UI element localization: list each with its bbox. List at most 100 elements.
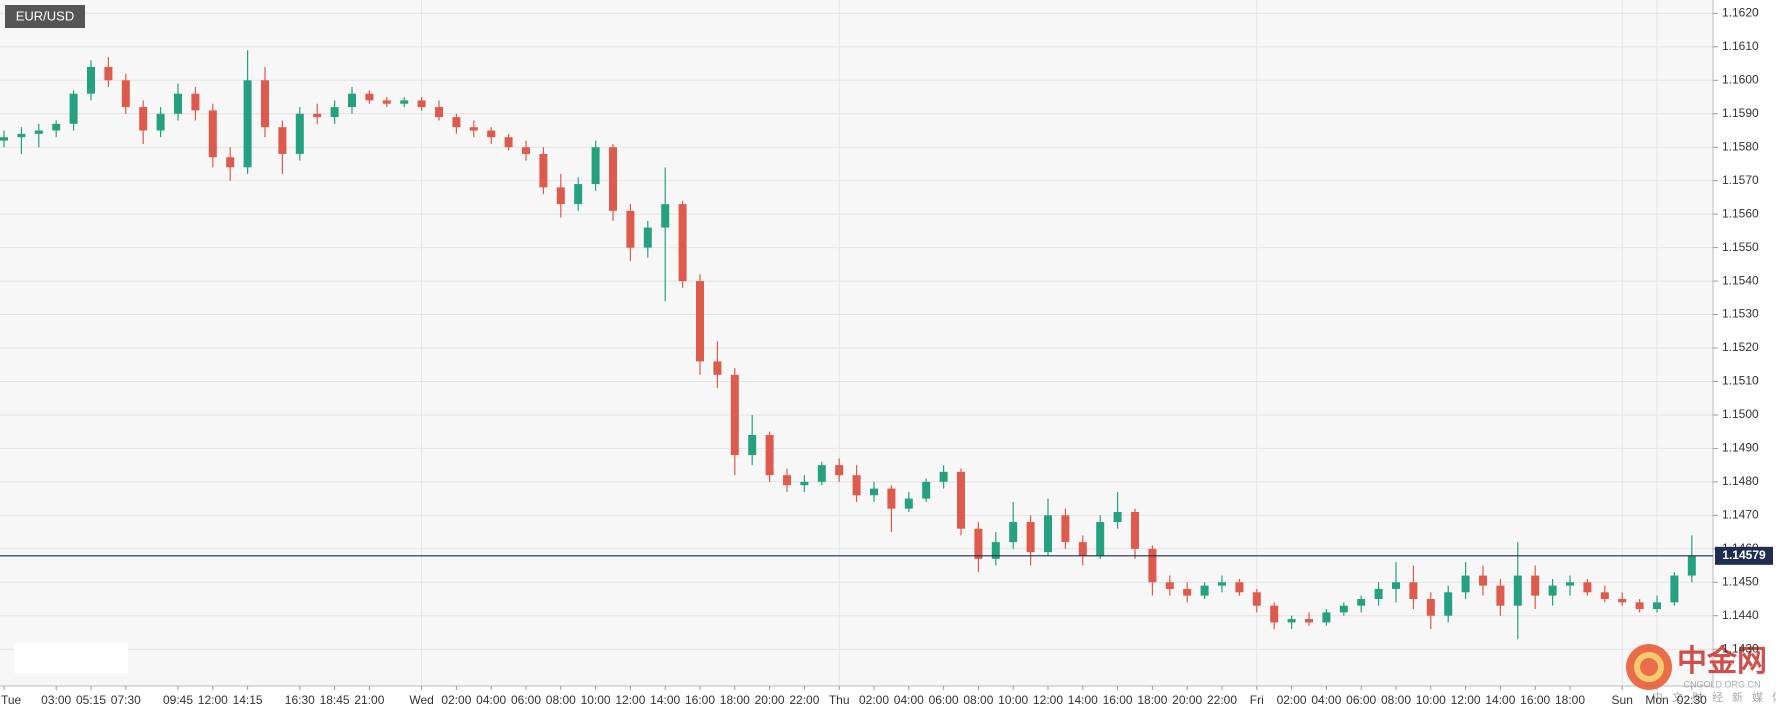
x-tick-label: 14:15 xyxy=(233,693,263,707)
y-tick-label: 1.1550 xyxy=(1722,240,1759,254)
y-tick-label: 1.1490 xyxy=(1722,441,1759,455)
watermark-domain: CNGOLD.ORG.CN xyxy=(1683,679,1760,689)
y-tick-label: 1.1620 xyxy=(1722,6,1759,20)
logo-ring xyxy=(1634,652,1664,682)
candle-body xyxy=(1409,582,1418,599)
x-tick-label: 18:00 xyxy=(720,693,750,707)
candle-body xyxy=(539,153,548,188)
x-tick-label: 06:00 xyxy=(511,693,541,707)
candle-body xyxy=(1392,582,1400,589)
candle-body xyxy=(887,488,896,509)
x-tick-label: 12:00 xyxy=(198,693,228,707)
candle-body xyxy=(1583,582,1592,593)
candle-body xyxy=(800,481,809,486)
candles xyxy=(0,50,1696,640)
x-tick-label: 02:00 xyxy=(441,693,471,707)
x-tick-label: 04:00 xyxy=(894,693,924,707)
candle-body xyxy=(313,113,322,118)
candle-body xyxy=(278,127,287,154)
candle-body xyxy=(1479,575,1487,586)
x-tick-label: Thu xyxy=(829,693,850,707)
candle-body xyxy=(0,137,8,141)
x-tick-label: 18:45 xyxy=(320,693,350,707)
candle-body xyxy=(104,66,113,81)
candle-body xyxy=(1165,582,1174,589)
x-tick-label: 03:00 xyxy=(41,693,71,707)
candle-body xyxy=(348,93,356,108)
candle-body xyxy=(261,80,269,128)
y-tick-label: 1.1510 xyxy=(1722,374,1759,388)
candle-body xyxy=(1322,612,1331,623)
candle-body xyxy=(174,93,182,114)
y-tick-label: 1.1610 xyxy=(1722,39,1759,53)
x-tick-label: 04:00 xyxy=(476,693,506,707)
x-tick-label: 16:00 xyxy=(685,693,715,707)
y-tick-label: 1.1450 xyxy=(1722,574,1759,588)
x-tick-label: 10:00 xyxy=(1416,693,1446,707)
candle-body xyxy=(1113,511,1122,523)
x-tick-label: 08:00 xyxy=(546,693,576,707)
y-tick-label: 1.1470 xyxy=(1722,508,1759,522)
candle-body xyxy=(1426,598,1435,616)
x-tick-label: 05:15 xyxy=(76,693,106,707)
watermark: 中金网 CNGOLD.ORG.CN 中文财经新媒体 xyxy=(1626,644,1776,704)
grid xyxy=(0,0,1713,686)
x-tick-label: 02:00 xyxy=(1277,693,1307,707)
candle-body xyxy=(139,107,148,131)
x-tick-label: 22:00 xyxy=(789,693,819,707)
candle-body xyxy=(1548,585,1557,596)
candle-body xyxy=(522,147,530,154)
candle-body xyxy=(1183,588,1192,596)
candle-body xyxy=(330,107,339,118)
candle-body xyxy=(1305,619,1313,623)
last-price-badge xyxy=(1715,546,1773,565)
candle-body xyxy=(435,107,443,118)
candle-body xyxy=(487,130,496,138)
candle-body xyxy=(1061,515,1070,543)
candle-body xyxy=(939,471,948,482)
candle-body xyxy=(609,147,617,211)
candle-body xyxy=(835,465,844,476)
candle-body xyxy=(1287,619,1296,623)
x-tick-label: 21:00 xyxy=(354,693,384,707)
candle-body xyxy=(1096,522,1105,556)
candle-body xyxy=(556,187,565,205)
candle-body xyxy=(591,147,600,185)
candle-body xyxy=(817,465,826,482)
x-tick-label: Wed xyxy=(409,693,433,707)
x-tick-label: 20:00 xyxy=(1172,693,1202,707)
x-tick-label: 18:00 xyxy=(1555,693,1585,707)
chart-title: EUR/USD xyxy=(16,8,75,23)
candle-body xyxy=(34,130,43,134)
x-tick-label: 06:00 xyxy=(929,693,959,707)
candle-body xyxy=(643,227,652,248)
candle-body xyxy=(1009,522,1018,543)
blank-box xyxy=(14,643,128,673)
x-tick-label: Tue xyxy=(1,693,22,707)
candle-body xyxy=(1531,575,1540,596)
y-tick-label: 1.1430 xyxy=(1722,641,1759,655)
candle-body xyxy=(1252,592,1261,606)
candle-body xyxy=(1026,522,1035,553)
y-tick-label: 1.1530 xyxy=(1722,307,1759,321)
candle-body xyxy=(191,93,200,111)
x-tick-label: 18:00 xyxy=(1137,693,1167,707)
y-tick-label: 1.1520 xyxy=(1722,340,1759,354)
candle-body xyxy=(626,210,635,248)
candle-body xyxy=(52,123,61,131)
x-tick-label: 12:00 xyxy=(1451,693,1481,707)
candle-body xyxy=(974,528,983,559)
candle-body xyxy=(1600,592,1609,599)
y-tick-label: 1.1440 xyxy=(1722,608,1759,622)
candle-body xyxy=(69,93,78,124)
candle-body xyxy=(226,157,235,168)
x-tick-label: 12:00 xyxy=(1033,693,1063,707)
candle-body xyxy=(748,435,757,456)
candle-body xyxy=(870,488,878,496)
x-tick-label: Sun xyxy=(1612,693,1633,707)
candle-body xyxy=(1496,585,1505,606)
x-tick-label: 08:00 xyxy=(963,693,993,707)
candle-body xyxy=(17,133,26,138)
x-tick-label: 14:00 xyxy=(1485,693,1515,707)
